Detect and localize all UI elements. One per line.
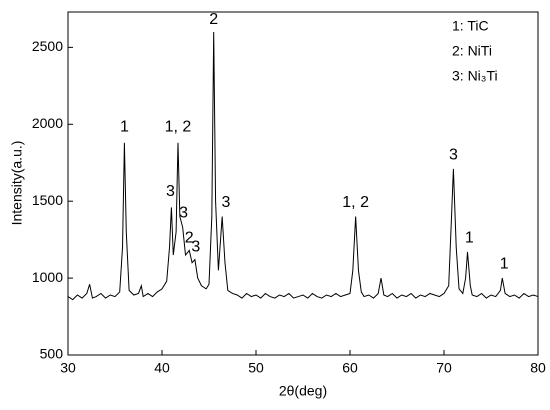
- peak-label: 3: [221, 194, 230, 211]
- peak-label: 2: [185, 229, 194, 246]
- peak-label: 3: [166, 183, 175, 200]
- peak-label: 3: [179, 205, 188, 222]
- y-tick-label: 1000: [32, 269, 63, 285]
- peak-label: 1, 2: [165, 119, 192, 136]
- y-tick-label: 500: [40, 346, 64, 362]
- y-tick-label: 2500: [32, 38, 63, 54]
- x-axis-label: 2θ(deg): [279, 383, 327, 399]
- x-tick-label: 50: [248, 360, 264, 376]
- x-tick-label: 70: [436, 360, 452, 376]
- peak-label: 3: [449, 146, 458, 163]
- legend-entry: 1: TiC: [452, 18, 489, 34]
- y-tick-label: 2000: [32, 115, 63, 131]
- x-tick-label: 30: [60, 360, 76, 376]
- legend-entry: 2: NiTi: [452, 43, 492, 59]
- peak-label: 1: [120, 119, 129, 136]
- legend-entry: 3: Ni₃Ti: [452, 68, 498, 84]
- y-axis-label: Intensity(a.u.): [9, 141, 25, 226]
- peak-label: 2: [209, 11, 218, 28]
- peak-label: 1: [500, 255, 509, 272]
- x-tick-label: 80: [530, 360, 546, 376]
- x-tick-label: 60: [342, 360, 358, 376]
- x-tick-label: 40: [154, 360, 170, 376]
- peak-label: 3: [191, 239, 200, 256]
- y-tick-label: 1500: [32, 192, 63, 208]
- xrd-line: [67, 31, 539, 301]
- plot-frame: [67, 11, 539, 356]
- peak-label: 1, 2: [342, 194, 369, 211]
- peak-label: 1: [465, 229, 474, 246]
